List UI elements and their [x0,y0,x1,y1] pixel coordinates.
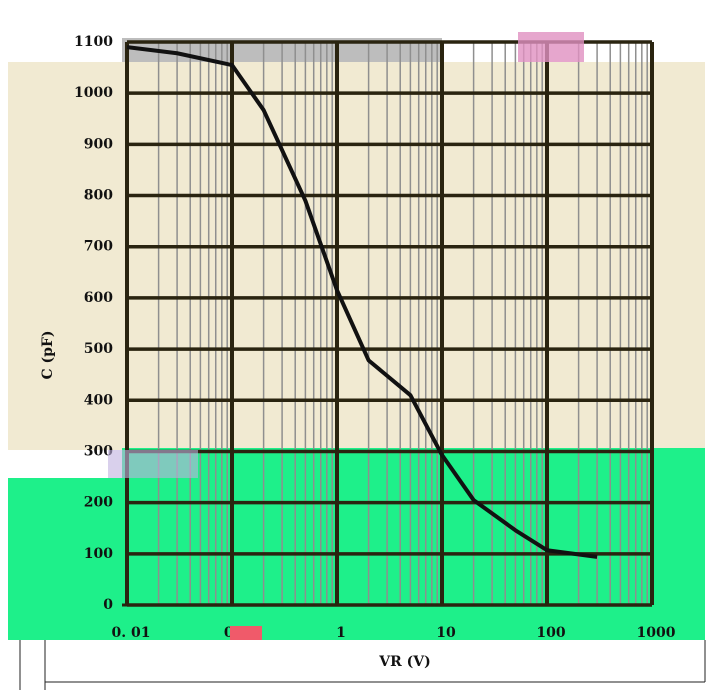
panel-green-left [8,478,122,640]
artifact [230,626,262,640]
y-tick-label: 300 [84,443,113,459]
x-tick-label: 10 [436,625,456,641]
y-tick-label: 700 [84,239,113,255]
y-tick-label: 600 [84,290,113,306]
y-tick-label: 800 [84,188,113,204]
panel-top [8,30,705,450]
x-tick-label: 100 [536,625,565,641]
y-tick-label: 500 [84,341,113,357]
y-tick-label: 900 [84,136,113,152]
x-tick-label: 1 [336,625,346,641]
y-tick-label: 100 [84,546,113,562]
x-axis-title: VR (V) [378,654,430,670]
x-tick-label: 0. 01 [112,625,151,641]
y-axis-title: C (pF) [40,331,56,380]
y-tick-label: 0 [103,597,113,613]
panel-green [122,448,705,640]
x-tick-label: 1000 [637,625,676,641]
y-tick-label: 200 [84,495,113,511]
y-tick-label: 400 [84,392,113,408]
line-series [126,45,598,559]
y-tick-label: 1000 [74,85,113,101]
artifact [108,450,198,478]
y-tick-label: 1100 [74,34,113,50]
artifact [518,32,584,62]
